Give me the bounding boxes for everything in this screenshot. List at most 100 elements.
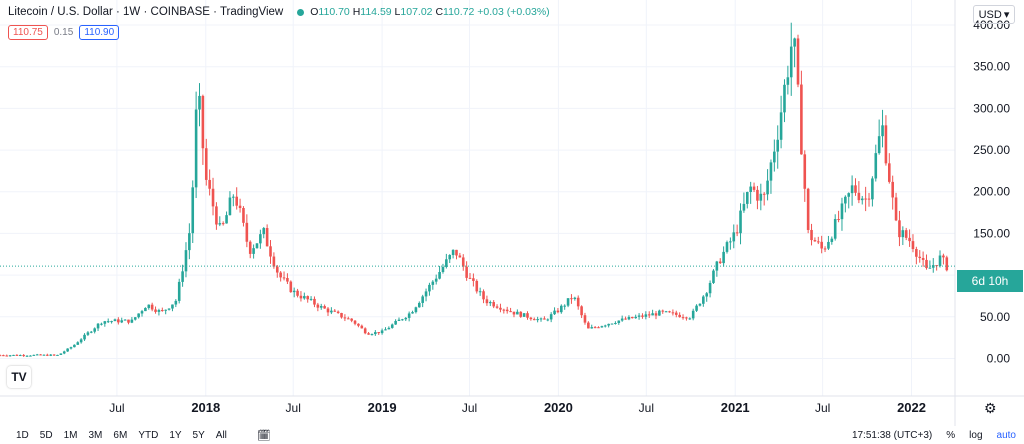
candle-body — [49, 354, 53, 356]
log-toggle[interactable]: log — [969, 429, 983, 441]
candle-body — [18, 355, 22, 357]
candle-body — [32, 354, 36, 356]
y-tick-label: 150.00 — [973, 226, 1010, 240]
candle-body — [668, 311, 671, 313]
candle-body — [39, 354, 42, 356]
candle-body — [100, 323, 103, 325]
candle-body — [458, 255, 462, 258]
candle-body — [840, 203, 844, 220]
candle-body — [945, 257, 949, 271]
percent-toggle[interactable]: % — [946, 429, 956, 441]
candle-body — [211, 188, 215, 207]
x-tick-label: 2021 — [721, 400, 750, 415]
candle-body — [664, 311, 668, 313]
candle-body — [654, 313, 658, 316]
candle-body — [417, 302, 421, 308]
candle-body — [580, 306, 583, 316]
candle-body — [215, 206, 218, 225]
candle-body — [316, 304, 320, 308]
x-tick-label: Jul — [462, 401, 477, 415]
candle-body — [350, 318, 353, 321]
tradingview-logo-icon[interactable]: TV — [7, 366, 31, 388]
currency-selector[interactable]: USD ▾ — [973, 5, 1015, 24]
candle-body — [884, 125, 888, 164]
candle-body — [259, 234, 262, 244]
candle-body — [127, 319, 130, 323]
auto-toggle[interactable]: auto — [996, 429, 1016, 441]
candle-body — [336, 311, 340, 313]
candle-body — [732, 232, 736, 242]
candle-body — [695, 305, 698, 311]
timeframe-1y[interactable]: 1Y — [169, 429, 182, 441]
market-status-icon — [297, 8, 305, 16]
candle-body — [495, 306, 499, 308]
buy-button[interactable]: 110.90 — [79, 25, 120, 40]
candle-body — [370, 334, 374, 336]
candle-body — [110, 321, 113, 323]
candle-body — [610, 323, 614, 325]
candle-body — [191, 187, 195, 234]
candle-body — [847, 193, 851, 197]
candle-body — [137, 313, 140, 318]
candle-body — [451, 249, 455, 256]
candle-body — [806, 188, 810, 230]
candle-body — [756, 189, 759, 201]
clock-readout[interactable]: 17:51:38 (UTC+3) — [851, 429, 933, 441]
candle-body — [384, 329, 387, 331]
candle-body — [414, 307, 418, 313]
candle-body — [76, 342, 80, 345]
candle-body — [519, 311, 523, 317]
timeframe-ytd[interactable]: YTD — [138, 429, 159, 441]
candle-body — [793, 38, 796, 47]
candle-body — [566, 298, 570, 306]
gear-icon[interactable]: ⚙ — [984, 400, 997, 416]
candle-body — [678, 314, 681, 318]
candle-body — [242, 207, 245, 223]
candle-body — [769, 162, 773, 181]
symbol-title[interactable]: Litecoin / U.S. Dollar · 1W · COINBASE ·… — [8, 6, 284, 18]
candle-body — [475, 280, 479, 292]
candle-body — [93, 328, 96, 332]
candle-body — [326, 308, 330, 313]
calendar-icon[interactable]: 🗓 — [256, 429, 271, 442]
candle-body — [722, 251, 725, 264]
candle-body — [431, 281, 435, 285]
candle-body — [776, 139, 780, 152]
candle-body — [779, 112, 783, 140]
candle-body — [265, 228, 269, 247]
candle-body — [123, 319, 127, 321]
candle-body — [526, 313, 529, 318]
candle-body — [113, 319, 117, 322]
chart-header: Litecoin / U.S. Dollar · 1W · COINBASE ·… — [8, 6, 550, 18]
candle-body — [188, 233, 191, 251]
timeframe-5y[interactable]: 5Y — [192, 429, 205, 441]
timeframe-all[interactable]: All — [215, 429, 227, 441]
timeframe-3m[interactable]: 3M — [88, 429, 103, 441]
candle-body — [357, 323, 360, 326]
sell-button[interactable]: 110.75 — [8, 25, 48, 40]
candle-body — [154, 309, 157, 312]
timeframe-1m[interactable]: 1M — [63, 429, 78, 441]
candle-body — [796, 38, 800, 85]
candle-body — [857, 192, 861, 201]
candle-body — [867, 198, 871, 200]
candle-body — [434, 278, 438, 282]
candle-body — [174, 300, 178, 305]
candle-body — [529, 317, 533, 320]
candle-body — [204, 148, 208, 180]
candle-body — [762, 193, 766, 195]
candle-body — [590, 327, 594, 329]
candle-body — [549, 314, 553, 320]
candle-body — [749, 186, 752, 192]
timeframe-6m[interactable]: 6M — [113, 429, 128, 441]
candle-body — [708, 282, 712, 294]
candle-body — [570, 298, 573, 300]
candle-body — [472, 278, 475, 281]
candle-body — [374, 332, 377, 335]
timeframe-1d[interactable]: 1D — [16, 429, 29, 441]
ohlc-values: O110.70 H114.59 L107.02 C110.72 +0.03 (+… — [310, 6, 550, 18]
timeframe-5d[interactable]: 5D — [39, 429, 53, 441]
candle-body — [397, 319, 401, 321]
candle-body — [221, 223, 225, 225]
